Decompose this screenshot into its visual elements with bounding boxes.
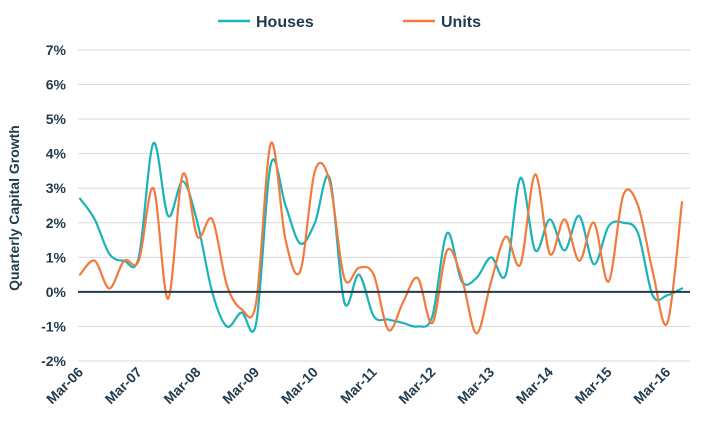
y-tick-labels: -2% -1% 0% 1% 2% 3% 4% 5% 6% 7% xyxy=(41,42,66,369)
x-tick-label: Mar-10 xyxy=(278,364,321,407)
y-tick-label: 7% xyxy=(46,42,67,58)
legend-label-houses: Houses xyxy=(256,14,314,31)
y-tick-label: 2% xyxy=(46,215,67,231)
x-tick-label: Mar-06 xyxy=(43,364,86,407)
y-tick-label: 1% xyxy=(46,249,67,265)
x-tick-label: Mar-07 xyxy=(102,364,145,407)
y-tick-label: 4% xyxy=(46,146,67,162)
y-tick-label: -2% xyxy=(41,353,66,369)
series-lines xyxy=(78,141,690,335)
x-tick-label: Mar-14 xyxy=(513,364,556,407)
x-tick-label: Mar-13 xyxy=(454,364,497,407)
x-tick-label: Mar-15 xyxy=(571,364,614,407)
y-tick-label: 3% xyxy=(46,180,67,196)
x-tick-label: Mar-12 xyxy=(395,364,438,407)
x-tick-labels: Mar-06 Mar-07 Mar-08 Mar-09 Mar-10 Mar-11 Mar-… xyxy=(43,364,674,407)
legend: Houses Units xyxy=(218,14,481,31)
x-tick-label: Mar-09 xyxy=(219,364,262,407)
y-tick-label: 0% xyxy=(46,284,67,300)
x-tick-label: Mar-16 xyxy=(630,364,673,407)
y-tick-label: -1% xyxy=(41,318,66,334)
series-line-units xyxy=(78,141,684,335)
y-axis-title: Quarterly Capital Growth xyxy=(6,125,22,291)
x-tick-label: Mar-11 xyxy=(337,364,380,407)
legend-label-units: Units xyxy=(441,14,481,31)
y-tick-label: 6% xyxy=(46,77,67,93)
x-tick-label: Mar-08 xyxy=(160,364,203,407)
y-tick-label: 5% xyxy=(46,111,67,127)
